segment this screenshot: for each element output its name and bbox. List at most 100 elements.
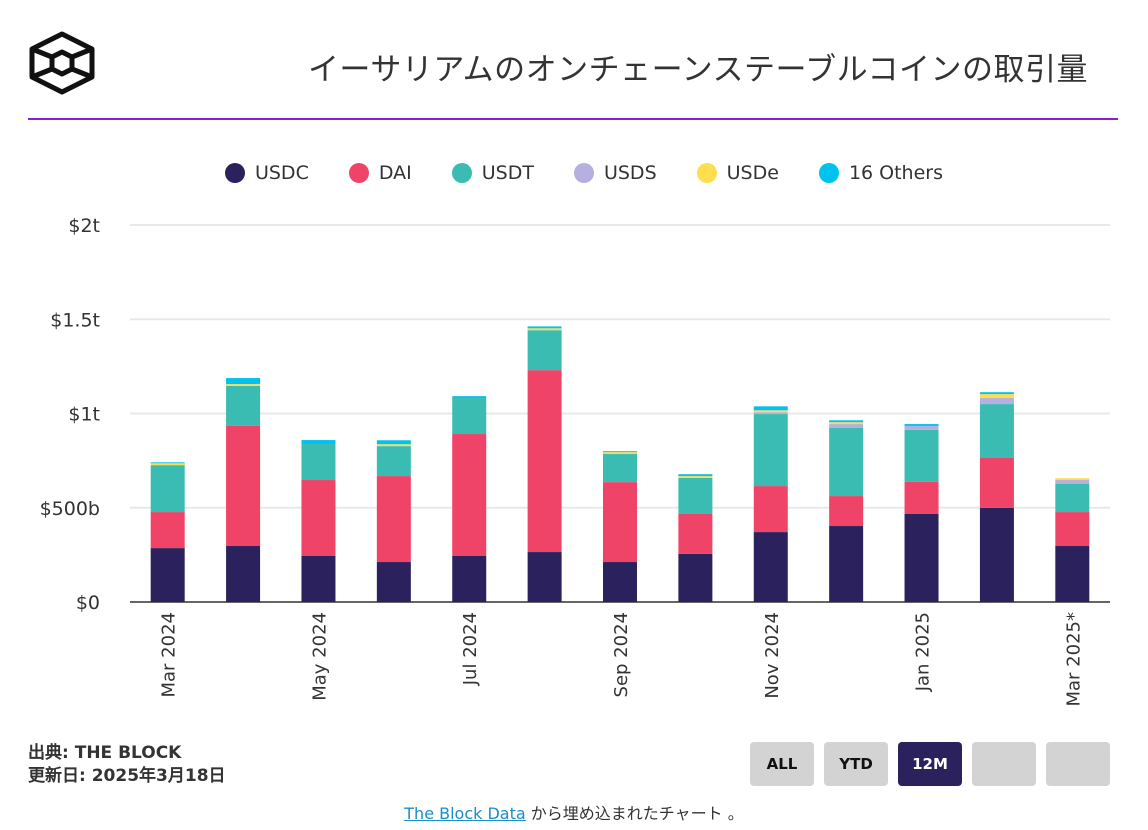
- embed-text: から埋め込まれたチャート 。: [525, 804, 744, 823]
- bar-segment-usdt[interactable]: [301, 444, 336, 481]
- bar-segment-16-others[interactable]: [904, 424, 939, 426]
- legend-swatch: [348, 163, 369, 183]
- updated-label: 更新日: 2025年3月18日: [28, 766, 226, 786]
- bar-segment-usds[interactable]: [1055, 480, 1090, 484]
- bar-segment-usde[interactable]: [376, 444, 411, 447]
- bar-segment-usde[interactable]: [603, 452, 637, 455]
- legend-swatch: [224, 163, 245, 183]
- bar-segment-16-others[interactable]: [301, 440, 336, 445]
- bar-segment-16-others[interactable]: [678, 474, 713, 477]
- y-tick-label: $1.5t: [50, 309, 100, 331]
- bar-segment-dai[interactable]: [150, 512, 185, 549]
- legend-item-usdt[interactable]: USDT: [432, 162, 534, 184]
- bar-segment-usdt[interactable]: [527, 330, 562, 371]
- bar-segment-usdc[interactable]: [376, 562, 411, 602]
- bar-segment-usds[interactable]: [979, 398, 1014, 405]
- bar-segment-usdc[interactable]: [226, 546, 261, 602]
- bar-segment-usdt[interactable]: [829, 428, 864, 497]
- bar-segment-usds[interactable]: [753, 412, 788, 415]
- bar-segment-usdc[interactable]: [603, 562, 637, 602]
- bar-segment-dai[interactable]: [829, 496, 864, 527]
- y-tick-label: $2t: [68, 215, 100, 237]
- bar-segment-dai[interactable]: [603, 482, 637, 563]
- bar-segment-usds[interactable]: [829, 424, 864, 429]
- bar-segment-usdc[interactable]: [150, 548, 185, 602]
- bar-segment-usdc[interactable]: [527, 552, 562, 602]
- title-divider: [28, 118, 1118, 120]
- bar-segment-16-others[interactable]: [527, 326, 562, 329]
- embed-footer: The Block Data から埋め込まれたチャート 。: [0, 800, 1148, 824]
- bar-segment-usdt[interactable]: [979, 404, 1014, 458]
- legend-item-dai[interactable]: DAI: [329, 162, 412, 184]
- legend-item-usds[interactable]: USDS: [554, 162, 657, 184]
- bar-segment-16-others[interactable]: [829, 420, 864, 423]
- range-button-all[interactable]: ALL: [750, 742, 814, 786]
- range-button[interactable]: [972, 742, 1036, 786]
- bar-segment-usds[interactable]: [904, 425, 939, 430]
- bar-segment-dai[interactable]: [979, 457, 1014, 508]
- bar-segment-16-others[interactable]: [226, 378, 261, 385]
- range-button[interactable]: [1046, 742, 1110, 786]
- bar-segment-16-others[interactable]: [979, 392, 1014, 395]
- y-tick-label: $1t: [68, 404, 100, 426]
- bar-segment-usdc[interactable]: [753, 532, 788, 602]
- bar-segment-usdt[interactable]: [452, 398, 487, 435]
- bar-segment-16-others[interactable]: [452, 396, 487, 399]
- bar-segment-dai[interactable]: [678, 513, 713, 554]
- bar-segment-16-others[interactable]: [603, 451, 637, 453]
- bar-segment-dai[interactable]: [376, 476, 411, 563]
- bar-segment-dai[interactable]: [452, 434, 487, 557]
- legend-label: DAI: [378, 162, 412, 184]
- bar-segment-usdt[interactable]: [603, 454, 637, 483]
- bar-segment-usdt[interactable]: [1055, 483, 1090, 513]
- legend-item-16-others[interactable]: 16 Others: [799, 162, 943, 184]
- x-tick-label: Jan 2025: [913, 612, 934, 692]
- range-button-12m[interactable]: 12M: [898, 742, 962, 786]
- bar-segment-usde[interactable]: [527, 328, 562, 331]
- bar-segment-usdc[interactable]: [979, 507, 1014, 602]
- bar-segment-usdt[interactable]: [376, 446, 411, 477]
- bar-segment-dai[interactable]: [301, 480, 336, 557]
- bar-segment-dai[interactable]: [753, 486, 788, 533]
- the-block-logo: [28, 30, 96, 100]
- bar-segment-16-others[interactable]: [150, 462, 185, 464]
- bar-segment-usde[interactable]: [1055, 478, 1090, 481]
- bar-segment-dai[interactable]: [226, 425, 261, 547]
- legend-item-usde[interactable]: USDe: [677, 162, 779, 184]
- bar-segment-usde[interactable]: [150, 463, 185, 466]
- bar-segment-usdc[interactable]: [1055, 546, 1090, 602]
- bar-segment-usdc[interactable]: [301, 556, 336, 602]
- bar-segment-16-others[interactable]: [753, 406, 788, 411]
- legend-item-usdc[interactable]: USDC: [205, 162, 309, 184]
- legend-label: USDe: [726, 162, 779, 184]
- range-button-ytd[interactable]: YTD: [824, 742, 888, 786]
- bar-segment-dai[interactable]: [1055, 512, 1090, 547]
- bar-segment-dai[interactable]: [904, 481, 939, 514]
- bar-segment-usdc[interactable]: [678, 553, 713, 602]
- bar-segment-usdt[interactable]: [226, 385, 261, 426]
- bar-segment-usdt[interactable]: [678, 477, 713, 514]
- x-tick-label: Sep 2024: [611, 612, 632, 697]
- the-block-data-link[interactable]: The Block Data: [404, 804, 526, 823]
- legend-swatch: [451, 163, 472, 183]
- bar-segment-usdt[interactable]: [753, 414, 788, 487]
- source-label: 出典: THE BLOCK: [28, 743, 182, 763]
- bar-segment-usdt[interactable]: [150, 465, 185, 513]
- bar-segment-usdc[interactable]: [904, 513, 939, 602]
- bar-segment-usde[interactable]: [979, 394, 1014, 399]
- bar-segment-usdc[interactable]: [829, 526, 864, 602]
- bar-segment-16-others[interactable]: [376, 440, 411, 445]
- x-tick-label: Mar 2025*: [1063, 612, 1084, 707]
- y-tick-label: $500b: [40, 498, 100, 520]
- chart-title: イーサリアムのオンチェーンステーブルコインの取引量: [307, 52, 1088, 88]
- bar-segment-usde[interactable]: [226, 384, 261, 386]
- bar-segment-usde[interactable]: [829, 422, 864, 425]
- legend-swatch: [818, 163, 839, 183]
- bar-segment-dai[interactable]: [527, 370, 562, 553]
- bar-segment-usdc[interactable]: [452, 556, 487, 602]
- bar-segment-usdt[interactable]: [904, 429, 939, 482]
- bar-segment-usde[interactable]: [678, 476, 713, 478]
- legend-label: USDC: [254, 162, 309, 184]
- bar-segment-usde[interactable]: [753, 410, 788, 413]
- legend-label: 16 Others: [848, 162, 944, 184]
